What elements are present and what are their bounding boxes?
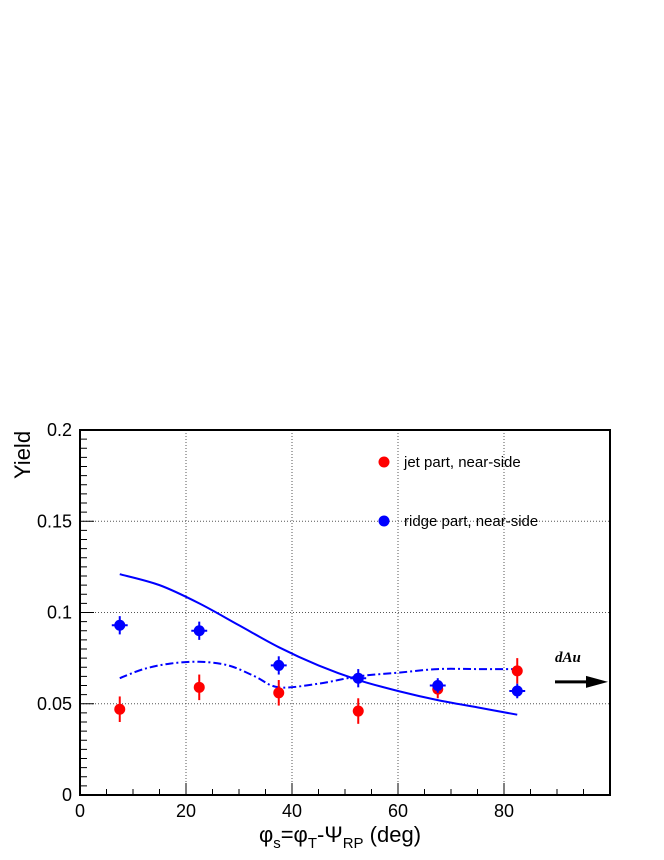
ridge-data-point [432, 680, 444, 691]
x-title-sub-t: T [308, 835, 317, 852]
dau-label: dAu [555, 650, 581, 666]
y-tick-label: 0.2 [47, 420, 72, 440]
legend-ridge-label: ridge part, near-side [404, 513, 538, 530]
jet-data-point [511, 665, 523, 677]
ridge-data-point [114, 619, 126, 631]
y-tick-label: 0.15 [37, 511, 72, 531]
data-points [111, 616, 526, 724]
legend: jet part, near-side ridge part, near-side [378, 454, 538, 530]
legend-jet-label: jet part, near-side [403, 454, 521, 471]
x-title-eq-phi: =φ [281, 822, 308, 847]
y-axis-title: Yield [10, 431, 35, 479]
grid-lines [80, 430, 610, 795]
x-title-unit: (deg) [364, 822, 421, 847]
x-tick-label: 60 [388, 801, 408, 821]
ridge-data-point [352, 672, 364, 684]
y-tick-label: 0.1 [47, 603, 72, 623]
jet-data-point [114, 703, 126, 715]
x-axis-title: φs=φT-ΨRP (deg) [259, 822, 421, 852]
annotation: dAu [555, 650, 608, 688]
x-tick-label: 80 [494, 801, 514, 821]
legend-jet-marker [378, 456, 390, 468]
solid-model-curve [119, 573, 518, 716]
x-title-sub-rp: RP [343, 835, 364, 852]
legend-ridge-marker [378, 515, 390, 527]
ridge-data-point [193, 625, 205, 637]
ridge-data-point [511, 685, 523, 697]
x-tick-label: 20 [176, 801, 196, 821]
y-tick-label: 0 [62, 785, 72, 805]
jet-data-point [352, 705, 364, 717]
x-tick-label: 0 [75, 801, 85, 821]
theory-curves [119, 573, 518, 716]
y-tick-label: 0.05 [37, 694, 72, 714]
ridge-data-point [273, 659, 285, 671]
x-title-phi: φ [259, 822, 273, 847]
dau-arrow-head [586, 675, 608, 688]
x-title-sub-s: s [273, 835, 281, 852]
x-title-minus-psi: -Ψ [317, 822, 343, 847]
axis-ticks: 0 20 40 60 80 0 0.05 0.1 0.15 0.2 [37, 420, 584, 821]
jet-data-point [193, 681, 205, 693]
jet-data-point [273, 687, 285, 699]
x-tick-label: 40 [282, 801, 302, 821]
